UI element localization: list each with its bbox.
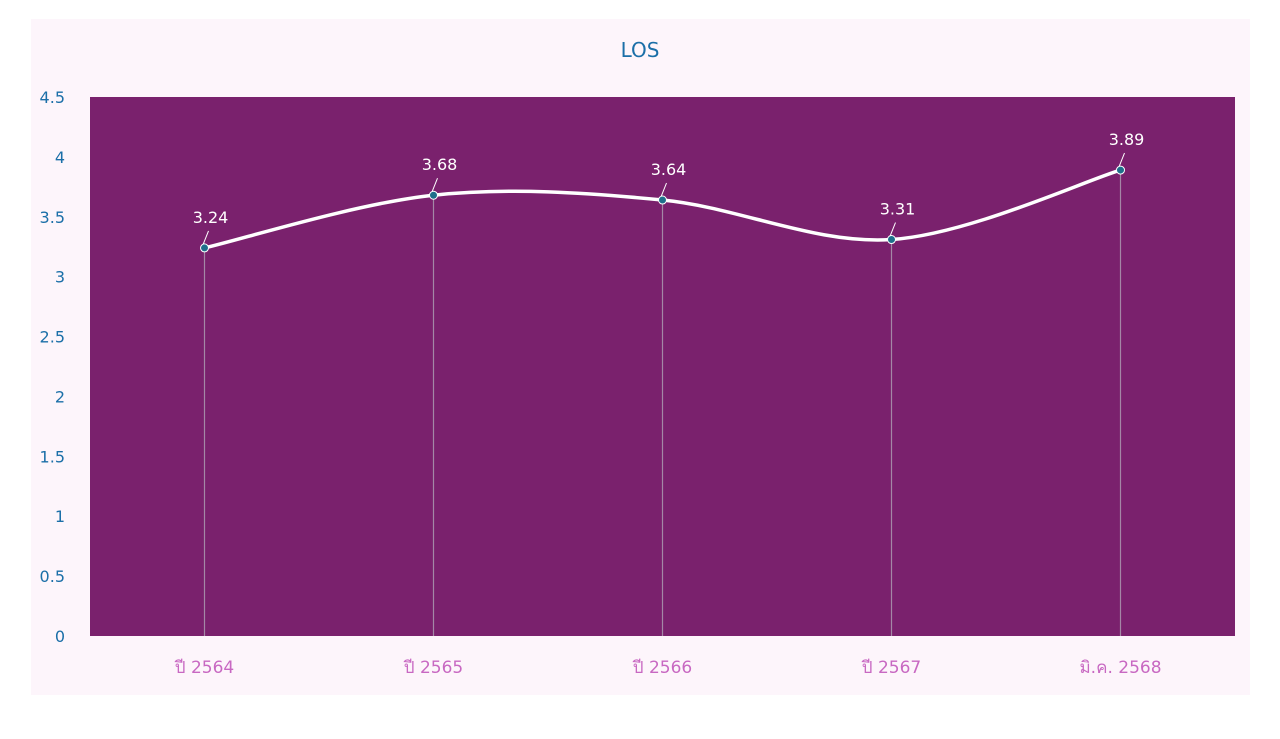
label-leader-line xyxy=(431,178,438,194)
label-leader-line xyxy=(660,182,667,199)
data-markers xyxy=(200,165,1125,253)
data-label: 3.24 xyxy=(193,208,229,227)
line-chart: LOS 0 0.5 1 1.5 2 2.5 3 3.5 4 4.5 3.24 3.68 3.64 3.3… xyxy=(40,38,1235,678)
x-tick-label: ปี 2566 xyxy=(632,658,692,678)
data-marker xyxy=(200,243,209,253)
data-marker xyxy=(887,235,896,245)
y-tick-label: 3 xyxy=(55,268,65,287)
label-leader-lines xyxy=(202,152,1125,247)
y-tick-label: 1.5 xyxy=(40,447,65,466)
data-label: 3.89 xyxy=(1109,130,1145,149)
label-leader-line xyxy=(1118,152,1125,169)
y-tick-label: 0.5 xyxy=(40,567,65,586)
data-marker xyxy=(658,195,667,205)
chart-title: LOS xyxy=(621,38,660,62)
label-leader-line xyxy=(889,222,896,238)
drop-lines xyxy=(203,170,1122,636)
data-marker xyxy=(1116,165,1125,175)
data-label: 3.68 xyxy=(422,155,458,174)
x-axis-ticks: ปี 2564 ปี 2565 ปี 2566 ปี 2567 มิ.ค. 2568 xyxy=(174,658,1162,678)
data-labels: 3.24 3.68 3.64 3.31 3.89 xyxy=(193,130,1145,227)
y-axis-ticks: 0 0.5 1 1.5 2 2.5 3 3.5 4 4.5 xyxy=(40,88,65,646)
x-tick-label: ปี 2564 xyxy=(174,658,234,678)
chart-card: LOS 0 0.5 1 1.5 2 2.5 3 3.5 4 4.5 3.24 3.68 3.64 3.3… xyxy=(31,19,1250,695)
data-marker xyxy=(429,190,438,200)
y-tick-label: 4 xyxy=(55,148,65,167)
x-tick-label: ปี 2567 xyxy=(861,658,921,678)
data-label: 3.31 xyxy=(880,200,916,219)
y-tick-label: 2 xyxy=(55,387,65,406)
x-tick-label: ปี 2565 xyxy=(403,658,463,678)
y-tick-label: 2.5 xyxy=(40,328,65,347)
y-tick-label: 0 xyxy=(55,627,65,646)
data-label: 3.64 xyxy=(651,160,687,179)
label-leader-line xyxy=(202,230,209,247)
y-tick-label: 4.5 xyxy=(40,88,65,107)
x-tick-label: มิ.ค. 2568 xyxy=(1079,658,1161,678)
y-tick-label: 3.5 xyxy=(40,208,65,227)
y-tick-label: 1 xyxy=(55,507,65,526)
